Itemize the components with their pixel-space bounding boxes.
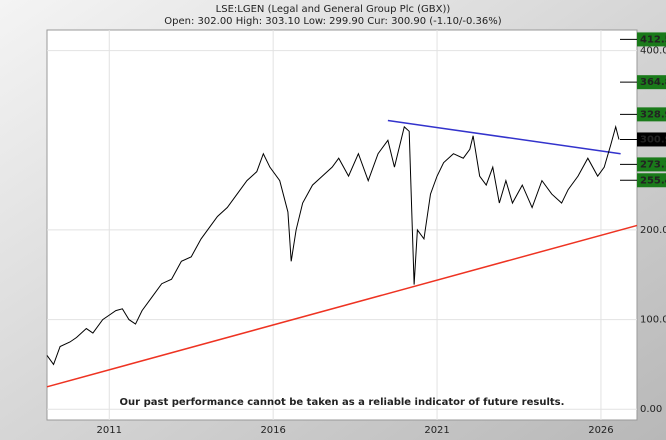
level-label: 255.40 (640, 175, 666, 186)
level-label: 328.90 (640, 109, 666, 120)
price-line (46, 124, 620, 366)
x-tick-label: 2011 (97, 425, 122, 436)
disclaimer: Our past performance cannot be taken as … (120, 397, 565, 408)
y-tick-label: 400.00 (640, 46, 666, 57)
chart-title: LSE:LGEN (Legal and General Group Plc (G… (216, 4, 451, 15)
level-box (637, 173, 666, 188)
y-tick-label: 100.00 (640, 315, 666, 326)
y-tick-label: 200.00 (640, 225, 666, 236)
level-label: 273.10 (640, 159, 666, 170)
level-box (637, 75, 666, 90)
y-tick-label: 0.00 (640, 404, 662, 415)
chart-subtitle: Open: 302.00 High: 303.10 Low: 299.90 Cu… (164, 16, 501, 27)
plot-area (46, 29, 638, 421)
level-box (637, 132, 666, 147)
level-box (637, 32, 666, 47)
level-box (637, 107, 666, 122)
trend-line (46, 224, 638, 388)
level-label: 364.80 (640, 77, 666, 88)
x-tick-label: 2016 (260, 425, 285, 436)
x-tick-label: 2021 (424, 425, 449, 436)
level-label: 300.90 (640, 134, 666, 145)
level-box (637, 157, 666, 172)
trend-line (387, 119, 621, 155)
x-tick-label: 2026 (588, 425, 613, 436)
level-label: 412.50 (640, 34, 666, 45)
